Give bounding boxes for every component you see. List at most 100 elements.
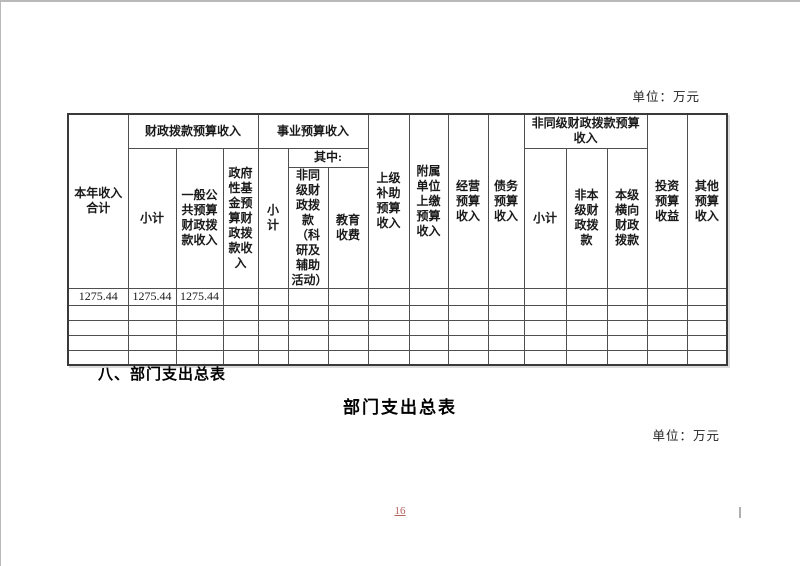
table-cell xyxy=(287,334,329,351)
header-fiscal-subtotal: 小计 xyxy=(127,147,177,289)
table-row xyxy=(67,319,728,336)
header-business-subtotal: 小计 xyxy=(257,147,289,289)
page-title: 部门支出总表 xyxy=(343,398,457,417)
table-cell xyxy=(487,349,525,366)
table-cell xyxy=(327,304,369,321)
table-cell xyxy=(565,304,608,321)
table-cell xyxy=(487,287,525,306)
table-header: 本年收入合计 财政拨款预算收入 事业预算收入 上级补助预算收入 附属单位上缴预算… xyxy=(67,113,728,289)
table-row xyxy=(67,304,728,321)
table-cell xyxy=(257,319,289,336)
table-cell xyxy=(646,304,688,321)
table-cell xyxy=(646,319,688,336)
table-cell xyxy=(606,304,648,321)
table-cell xyxy=(523,287,567,306)
table-cell xyxy=(127,304,177,321)
table-cell xyxy=(327,319,369,336)
header-group-fiscal-appropriation: 财政拨款预算收入 xyxy=(127,113,259,149)
table-cell xyxy=(523,304,567,321)
unit-label-bottom: 单位：万元 xyxy=(652,429,720,443)
table-cell xyxy=(447,349,489,366)
table-cell xyxy=(487,334,525,351)
table-cell xyxy=(257,349,289,366)
table-row: 1275.44 1275.44 1275.44 xyxy=(67,287,728,306)
header-affiliated-remittance: 附属单位上缴预算收入 xyxy=(408,113,449,289)
table-cell xyxy=(257,334,289,351)
table-cell xyxy=(367,349,410,366)
header-annual-revenue-total: 本年收入合计 xyxy=(67,113,129,289)
header-among-which: 其中: xyxy=(287,147,369,168)
table-cell xyxy=(408,304,449,321)
table-row xyxy=(67,349,728,366)
header-non-current-level: 非本级财政拨款 xyxy=(565,147,608,289)
header-operating-revenue: 经营预算收入 xyxy=(447,113,489,289)
table-cell xyxy=(408,287,449,306)
table-cell xyxy=(127,334,177,351)
header-other-revenue: 其他预算收入 xyxy=(686,113,728,289)
revenue-summary-table: 本年收入合计 财政拨款预算收入 事业预算收入 上级补助预算收入 附属单位上缴预算… xyxy=(67,113,729,366)
header-nsl-subtotal: 小计 xyxy=(523,147,567,289)
table-cell xyxy=(327,287,369,306)
table-cell xyxy=(367,304,410,321)
table-cell: 1275.44 xyxy=(127,287,177,306)
table-cell xyxy=(367,334,410,351)
table-cell xyxy=(686,349,728,366)
page-top-edge xyxy=(0,0,800,2)
table-cell xyxy=(487,304,525,321)
table-cell xyxy=(175,319,224,336)
table-cell: 1275.44 xyxy=(67,287,129,306)
table-cell xyxy=(447,287,489,306)
table-cell xyxy=(67,334,129,351)
table-cell xyxy=(287,319,329,336)
header-business-non-same-level: 非同级财政拨款（科研及辅助活动） xyxy=(287,166,329,289)
page-number: 16 xyxy=(394,505,406,517)
table-cell xyxy=(447,334,489,351)
table-cell xyxy=(686,287,728,306)
header-education-fees: 教育收费 xyxy=(327,166,369,289)
table-cell xyxy=(367,287,410,306)
table-cell xyxy=(67,319,129,336)
table-cell xyxy=(222,349,259,366)
header-superior-subsidy: 上级补助预算收入 xyxy=(367,113,410,289)
table-cell xyxy=(523,334,567,351)
text-cursor-mark xyxy=(739,507,741,518)
header-group-non-same-level: 非同级财政拨款预算收入 xyxy=(523,113,648,149)
table-cell xyxy=(287,349,329,366)
unit-label-top: 单位：万元 xyxy=(632,90,700,104)
table-cell xyxy=(686,304,728,321)
table-cell xyxy=(367,319,410,336)
table-cell xyxy=(175,334,224,351)
header-gov-fund-budget: 政府性基金预算财政拨款收入 xyxy=(222,147,259,289)
table-cell xyxy=(127,319,177,336)
header-horizontal-appropriation: 本级横向财政拨款 xyxy=(606,147,648,289)
table-body: 1275.44 1275.44 1275.44 xyxy=(67,287,728,366)
table-cell xyxy=(565,334,608,351)
table-cell xyxy=(523,319,567,336)
table-cell xyxy=(287,304,329,321)
table-cell xyxy=(565,349,608,366)
table-cell xyxy=(646,349,688,366)
page-left-edge xyxy=(0,0,1,566)
table-cell xyxy=(67,304,129,321)
table-cell xyxy=(646,334,688,351)
table-cell xyxy=(646,287,688,306)
table-cell xyxy=(487,319,525,336)
table-row xyxy=(67,334,728,351)
table-cell xyxy=(175,304,224,321)
table-cell xyxy=(287,287,329,306)
table-cell xyxy=(408,334,449,351)
table-cell xyxy=(606,334,648,351)
table-cell: 1275.44 xyxy=(175,287,224,306)
table-cell xyxy=(257,287,289,306)
table-cell xyxy=(327,334,369,351)
section-heading: 八、部门支出总表 xyxy=(98,366,227,383)
header-debt-revenue: 债务预算收入 xyxy=(487,113,525,289)
table-cell xyxy=(222,304,259,321)
table-cell xyxy=(222,287,259,306)
table-cell xyxy=(565,287,608,306)
table-cell xyxy=(222,334,259,351)
table-cell xyxy=(408,319,449,336)
table-cell xyxy=(523,349,567,366)
table-cell xyxy=(686,334,728,351)
table-cell xyxy=(257,304,289,321)
